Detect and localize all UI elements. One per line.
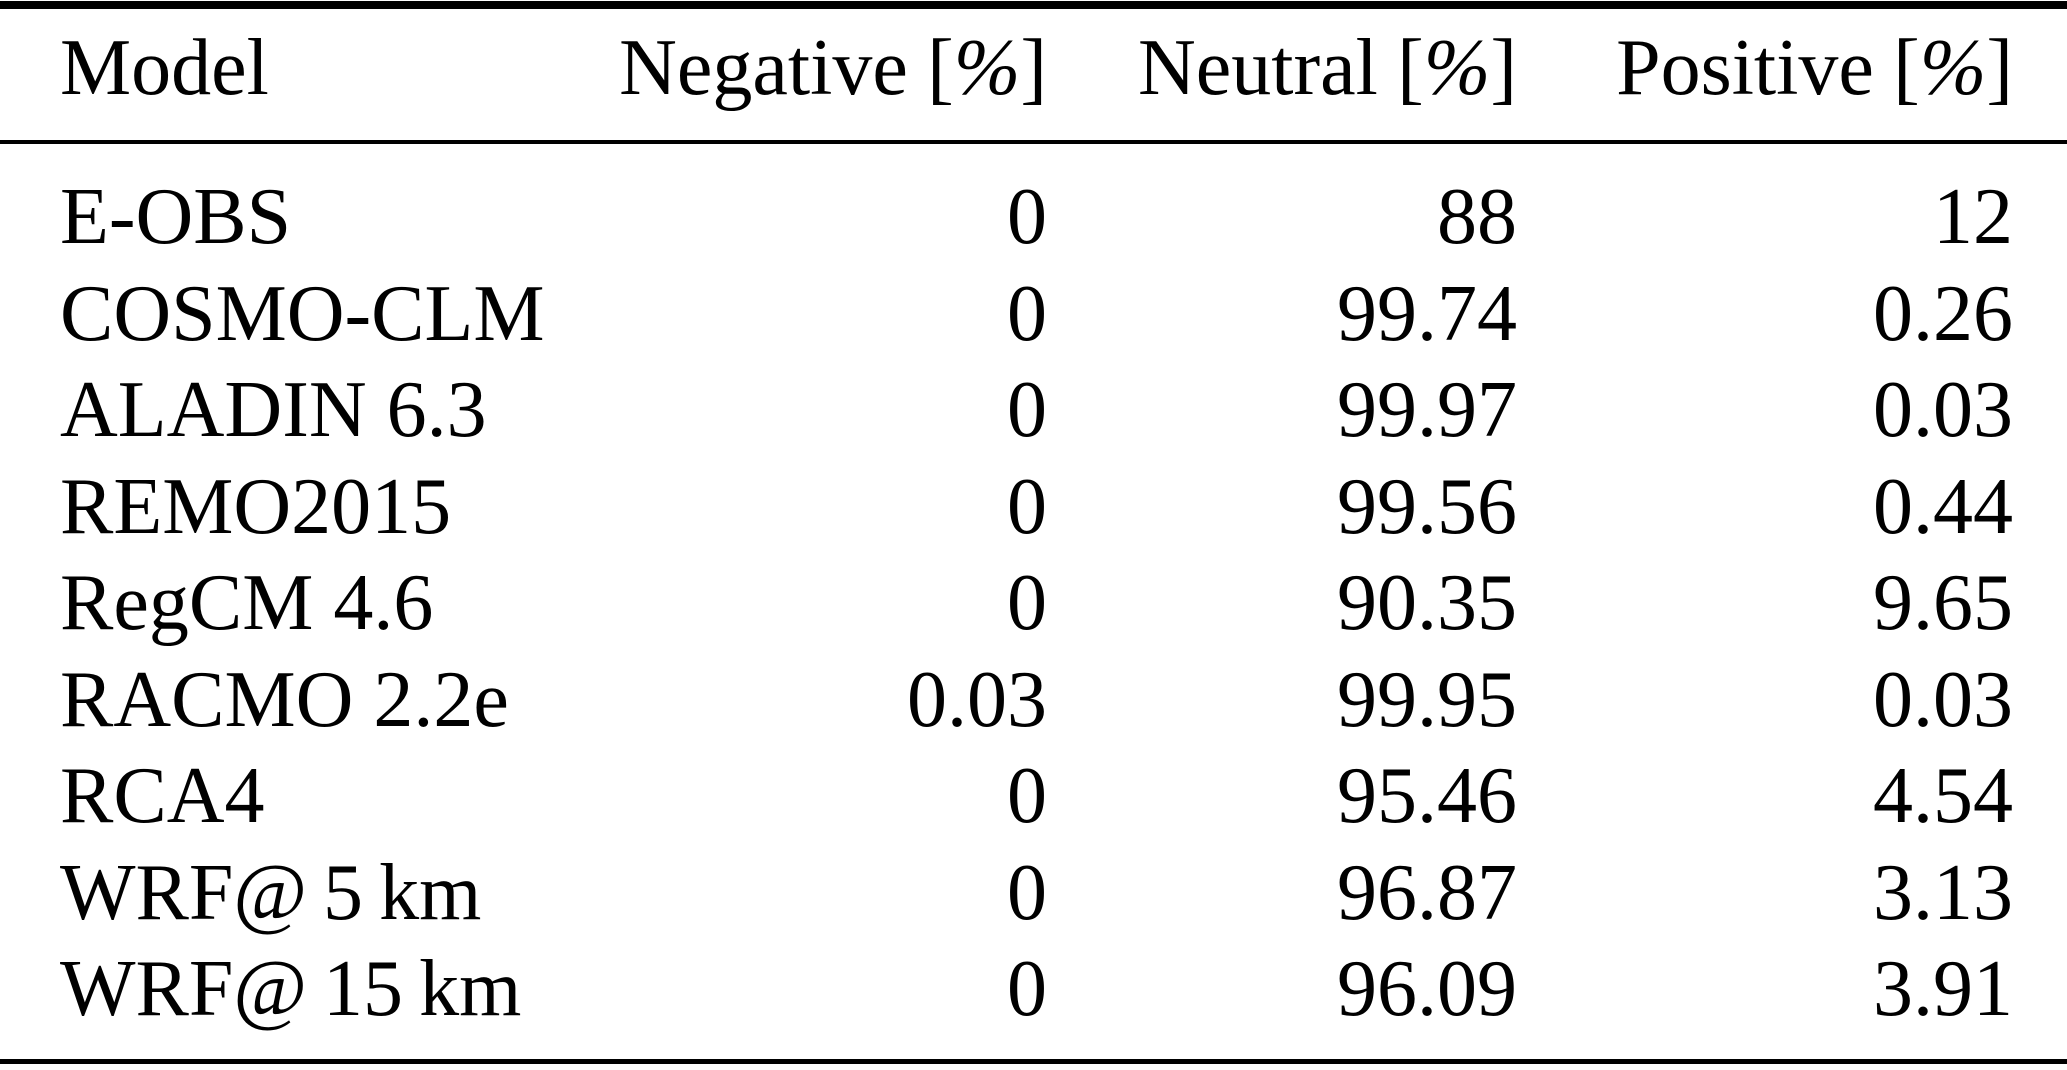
- model-cell: RACMO 2.2e: [60, 655, 509, 744]
- neutral-cell: 95.46: [1337, 752, 1517, 840]
- column-header-positive: Positive [%]: [1517, 9, 2067, 144]
- negative-cell: 0: [1007, 559, 1047, 647]
- model-cell: WRF@ 5 km: [60, 848, 482, 937]
- column-header-label: Negative: [619, 24, 908, 112]
- bracket-open: [: [1893, 24, 1920, 112]
- bracket-close: ]: [1986, 24, 2013, 112]
- neutral-cell: 99.95: [1337, 655, 1517, 744]
- neutral-cell: 88: [1437, 173, 1517, 261]
- table-row: RACMO 2.2e 0.03 99.95 0.03: [0, 652, 2067, 749]
- positive-cell: 0.03: [1873, 655, 2013, 744]
- neutral-cell: 99.74: [1337, 269, 1517, 358]
- table-body: E-OBS 0 88 12 COSMO-CLM 0 99.74 0.26 ALA…: [0, 142, 2067, 1038]
- table-top-rule: [0, 1, 2067, 9]
- column-header-label: Model: [60, 24, 269, 112]
- column-header-unit: [%]: [1397, 24, 1517, 112]
- bracket-open: [: [1397, 24, 1424, 112]
- bracket-close: ]: [1490, 24, 1517, 112]
- bracket-open: [: [927, 24, 954, 112]
- table-header: Model Negative [%] Neutral [%] Positive [%]: [0, 9, 2067, 144]
- negative-cell: 0: [1007, 173, 1047, 261]
- column-header-unit: [%]: [1893, 24, 2013, 112]
- column-header-neutral: Neutral [%]: [1047, 9, 1517, 144]
- percent-symbol: %: [1423, 24, 1491, 112]
- table-row: RCA4 0 95.46 4.54: [0, 748, 2067, 845]
- negative-cell: 0: [1007, 848, 1047, 937]
- results-table: Model Negative [%] Neutral [%] Positive [%]…: [0, 9, 2067, 1038]
- table-row: ALADIN 6.3 0 99.97 0.03: [0, 362, 2067, 459]
- model-cell: RCA4: [60, 752, 265, 840]
- model-cell: E-OBS: [60, 173, 292, 261]
- positive-cell: 3.91: [1873, 945, 2013, 1033]
- negative-cell: 0: [1007, 366, 1047, 454]
- positive-cell: 3.13: [1873, 848, 2013, 937]
- negative-cell: 0.03: [907, 655, 1047, 744]
- positive-cell: 4.54: [1873, 752, 2013, 840]
- positive-cell: 9.65: [1873, 559, 2013, 647]
- negative-cell: 0: [1007, 945, 1047, 1033]
- neutral-cell: 99.97: [1337, 366, 1517, 454]
- neutral-cell: 96.09: [1337, 945, 1517, 1033]
- column-header-label: Neutral: [1138, 24, 1378, 112]
- table-row: REMO2015 0 99.56 0.44: [0, 459, 2067, 556]
- bracket-close: ]: [1020, 24, 1047, 112]
- table-row: RegCM 4.6 0 90.35 9.65: [0, 555, 2067, 652]
- percent-symbol: %: [1919, 24, 1987, 112]
- model-cell: RegCM 4.6: [60, 559, 434, 647]
- header-row: Model Negative [%] Neutral [%] Positive [%]: [0, 9, 2067, 144]
- model-cell: ALADIN 6.3: [60, 366, 487, 454]
- neutral-cell: 96.87: [1337, 848, 1517, 937]
- column-header-model: Model: [0, 9, 560, 144]
- table-bottom-rule: [0, 1058, 2067, 1064]
- table-row: COSMO-CLM 0 99.74 0.26: [0, 266, 2067, 363]
- positive-cell: 0.26: [1873, 269, 2013, 358]
- table-row: WRF@ 5 km 0 96.87 3.13: [0, 845, 2067, 942]
- model-cell: COSMO-CLM: [60, 269, 545, 358]
- negative-cell: 0: [1007, 462, 1047, 551]
- neutral-cell: 99.56: [1337, 462, 1517, 551]
- positive-cell: 12: [1933, 173, 2013, 261]
- column-header-label: Positive: [1616, 24, 1874, 112]
- table-row: E-OBS 0 88 12: [0, 142, 2067, 266]
- negative-cell: 0: [1007, 269, 1047, 358]
- neutral-cell: 90.35: [1337, 559, 1517, 647]
- column-header-negative: Negative [%]: [560, 9, 1047, 144]
- model-cell: WRF@ 15 km: [60, 945, 522, 1033]
- negative-cell: 0: [1007, 752, 1047, 840]
- positive-cell: 0.44: [1873, 462, 2013, 551]
- model-cell: REMO2015: [60, 462, 452, 551]
- column-header-unit: [%]: [927, 24, 1047, 112]
- percent-symbol: %: [953, 24, 1021, 112]
- positive-cell: 0.03: [1873, 366, 2013, 454]
- table-row: WRF@ 15 km 0 96.09 3.91: [0, 941, 2067, 1038]
